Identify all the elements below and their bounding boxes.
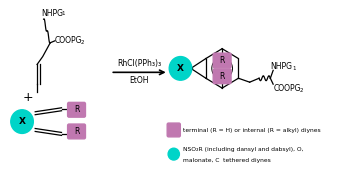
Text: +: + (22, 91, 33, 105)
FancyBboxPatch shape (213, 69, 231, 84)
Text: malonate, C  tethered diynes: malonate, C tethered diynes (183, 157, 270, 163)
Text: COOPG: COOPG (273, 84, 301, 93)
Text: R: R (74, 105, 79, 114)
Text: 2: 2 (80, 40, 84, 45)
Text: NHPG: NHPG (270, 62, 292, 71)
Text: 2: 2 (299, 88, 303, 93)
Text: X: X (18, 117, 26, 126)
Circle shape (168, 148, 179, 160)
Text: terminal (R = H) or internal (R = alkyl) diynes: terminal (R = H) or internal (R = alkyl)… (183, 128, 320, 133)
Text: COOPG: COOPG (55, 36, 83, 45)
Text: RhCl(PPh₃)₃: RhCl(PPh₃)₃ (117, 59, 162, 68)
Text: 1: 1 (61, 11, 65, 16)
Text: NHPG: NHPG (41, 9, 63, 18)
Circle shape (11, 110, 33, 133)
Text: R: R (74, 127, 79, 136)
FancyBboxPatch shape (68, 102, 85, 117)
Text: R: R (219, 72, 225, 81)
FancyBboxPatch shape (213, 53, 231, 68)
Text: X: X (177, 64, 184, 73)
Text: EtOH: EtOH (130, 76, 149, 85)
Circle shape (169, 57, 192, 80)
FancyBboxPatch shape (167, 123, 180, 137)
Text: NSO₂R (including dansyl and dabsyl), O,: NSO₂R (including dansyl and dabsyl), O, (183, 147, 303, 152)
FancyBboxPatch shape (68, 124, 85, 139)
Text: R: R (219, 56, 225, 65)
Text: 1: 1 (292, 66, 295, 71)
